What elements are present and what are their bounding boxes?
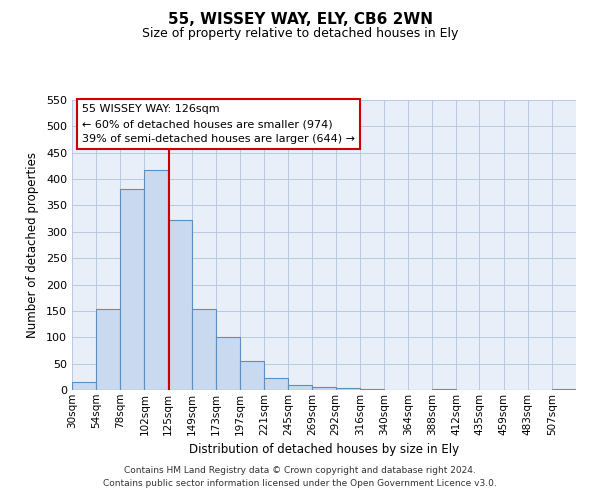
X-axis label: Distribution of detached houses by size in Ely: Distribution of detached houses by size …: [189, 443, 459, 456]
Bar: [313, 388, 335, 390]
Bar: [264, 378, 288, 390]
Text: 55, WISSEY WAY, ELY, CB6 2WN: 55, WISSEY WAY, ELY, CB6 2WN: [167, 12, 433, 28]
Bar: [145, 170, 167, 390]
Text: Contains HM Land Registry data © Crown copyright and database right 2024.
Contai: Contains HM Land Registry data © Crown c…: [103, 466, 497, 487]
Bar: [72, 382, 96, 390]
Text: Size of property relative to detached houses in Ely: Size of property relative to detached ho…: [142, 28, 458, 40]
Bar: [167, 220, 192, 390]
Y-axis label: Number of detached properties: Number of detached properties: [26, 152, 39, 338]
Bar: [240, 361, 264, 390]
Bar: [216, 338, 240, 390]
Bar: [120, 188, 145, 390]
Bar: [335, 388, 360, 390]
Text: 55 WISSEY WAY: 126sqm
← 60% of detached houses are smaller (974)
39% of semi-det: 55 WISSEY WAY: 126sqm ← 60% of detached …: [82, 104, 355, 144]
Bar: [552, 389, 576, 390]
Bar: [192, 310, 216, 390]
Bar: [96, 310, 120, 390]
Bar: [288, 384, 313, 390]
